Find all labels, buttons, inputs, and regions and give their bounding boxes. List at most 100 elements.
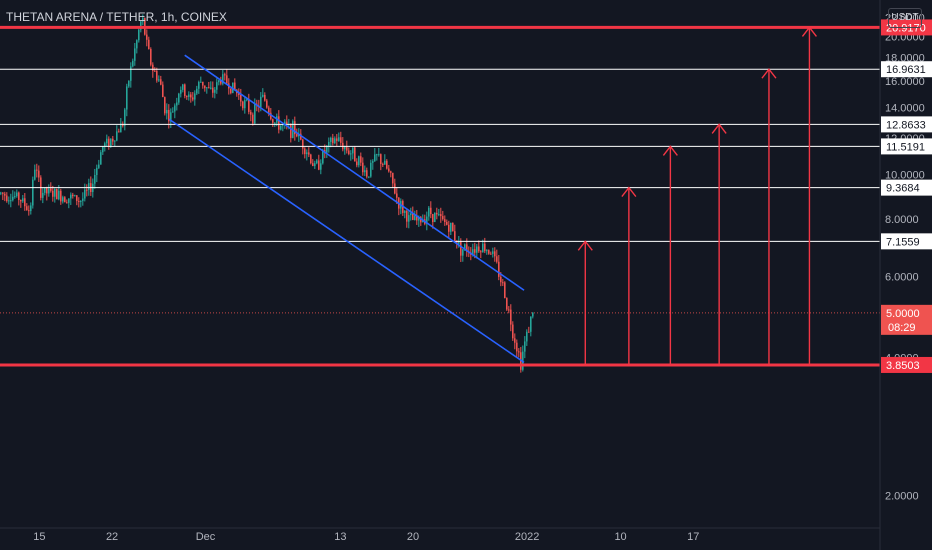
candle-body	[514, 338, 516, 343]
candle-body	[24, 198, 26, 207]
time-tick-label: 13	[334, 531, 346, 543]
price-tick-label: 8.0000	[885, 214, 919, 226]
candle-body	[16, 192, 18, 197]
time-tick-label: 10	[614, 531, 626, 543]
candle-body	[466, 244, 468, 252]
candle-body	[104, 143, 106, 147]
candle-body	[96, 167, 98, 176]
candle-body	[72, 194, 74, 197]
candle-body	[74, 195, 76, 197]
candle-body	[66, 202, 68, 204]
candle-body	[496, 256, 498, 262]
candle-body	[88, 183, 90, 190]
candle-body	[250, 111, 252, 115]
candle-body	[404, 210, 406, 213]
candle-body	[416, 215, 418, 221]
candle-body	[348, 150, 350, 155]
channel-layer	[168, 54, 525, 364]
time-tick-label: 2022	[515, 531, 539, 543]
candle-body	[198, 82, 200, 89]
target-arrow-head	[662, 145, 678, 156]
target-arrow-head	[761, 68, 777, 79]
candle-body	[120, 123, 122, 133]
candle-body	[52, 190, 54, 197]
candle-body	[114, 140, 116, 142]
candle-body	[238, 93, 240, 96]
candle-body	[350, 153, 352, 155]
candle-body	[484, 243, 486, 252]
candle-body	[216, 82, 218, 90]
candle-body	[322, 149, 324, 164]
candle-body	[312, 163, 314, 167]
candle-body	[296, 134, 298, 137]
candle-body	[500, 276, 502, 283]
candle-body	[134, 48, 136, 61]
candle-body	[260, 96, 262, 108]
candle-body	[10, 200, 12, 202]
candle-body	[76, 195, 78, 201]
time-axis[interactable]: 15 22 Dec 13 20 2022 10 17	[0, 527, 880, 543]
candle-body	[202, 81, 204, 86]
currency-button[interactable]: USDT	[888, 8, 922, 28]
candle-body	[182, 84, 184, 90]
candle-body	[44, 187, 46, 193]
candle-body	[60, 190, 62, 202]
candle-body	[410, 213, 412, 216]
candle-body	[482, 243, 484, 253]
level-label-box	[881, 138, 932, 155]
candle-body	[328, 141, 330, 146]
candle-body	[64, 197, 66, 203]
candle-body	[442, 216, 444, 220]
candle-body	[168, 109, 170, 122]
target-arrow-head	[801, 26, 817, 37]
candle-body	[94, 175, 96, 184]
candle-body	[190, 94, 192, 98]
candle-body	[172, 111, 174, 113]
candle-body	[308, 152, 310, 155]
candle-body	[174, 105, 176, 112]
level-label: 7.1559	[886, 236, 920, 248]
candle-body	[2, 192, 4, 194]
candle-body	[316, 160, 318, 164]
candle-body	[516, 342, 518, 352]
candle-body	[26, 206, 28, 211]
candle-body	[204, 85, 206, 89]
candle-body	[426, 216, 428, 224]
candle-body	[158, 79, 160, 81]
candle-body	[30, 205, 32, 212]
candle-body	[386, 160, 388, 169]
candle-body	[304, 148, 306, 155]
candle-body	[118, 131, 120, 133]
candle-body	[106, 138, 108, 144]
candle-body	[488, 250, 490, 254]
candle-body	[14, 196, 16, 198]
candle-body	[128, 80, 130, 87]
candle-body	[290, 123, 292, 138]
candle-body	[330, 137, 332, 142]
candle-body	[156, 71, 158, 81]
candle-body	[388, 168, 390, 172]
candle-body	[408, 215, 410, 222]
candle-body	[450, 222, 452, 232]
price-tick-label: 14.0000	[885, 102, 925, 114]
candle-body	[502, 282, 504, 284]
candle-body	[42, 192, 44, 198]
target-arrow-head	[621, 186, 637, 198]
candle-body	[86, 189, 88, 191]
chart-title: THETAN ARENA / TETHER, 1h, COINEX	[6, 10, 227, 24]
candle-body	[154, 70, 156, 72]
candle-body	[368, 176, 370, 178]
price-axis[interactable]: 2.00004.00006.00008.000010.000012.000014…	[879, 0, 932, 550]
level-label-box	[881, 116, 932, 133]
candle-body	[50, 188, 52, 191]
candle-body	[344, 146, 346, 150]
candle-body	[62, 197, 64, 202]
candle-body	[274, 122, 276, 124]
candle-body	[476, 246, 478, 253]
candle-body	[434, 212, 436, 223]
candle-body	[242, 101, 244, 109]
candle-body	[136, 40, 138, 49]
level-label: 9.3684	[886, 183, 920, 195]
candle-body	[326, 145, 328, 153]
